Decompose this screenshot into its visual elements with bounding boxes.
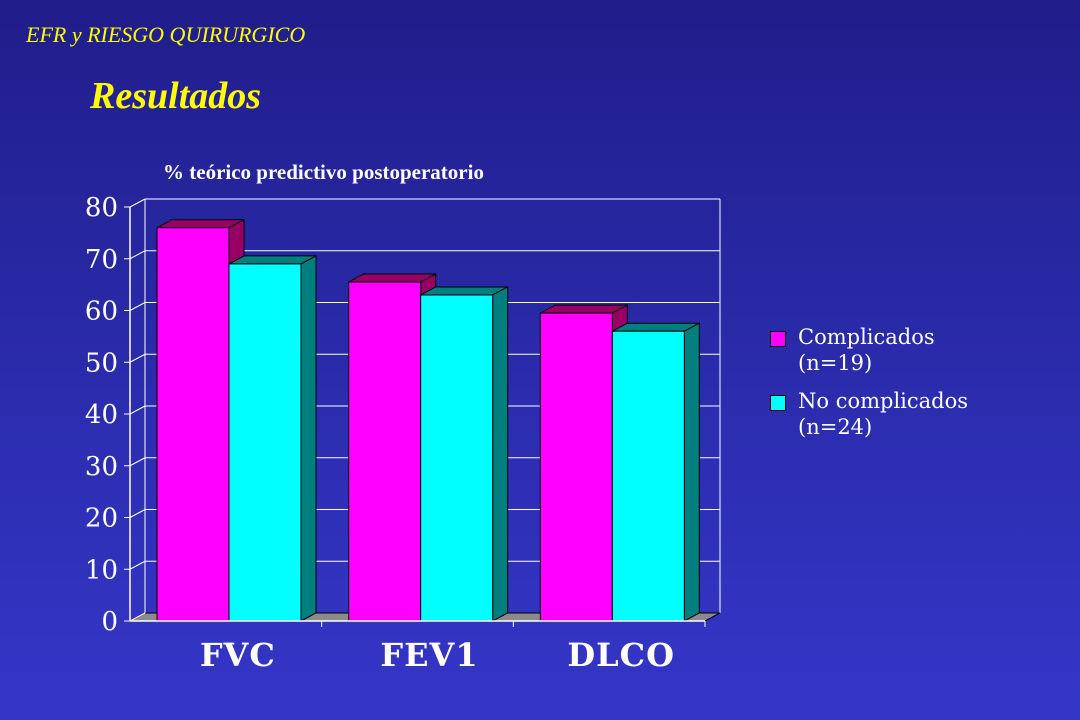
slide-header: EFR y RIESGO QUIRURGICO (26, 22, 306, 47)
x-category-label: DLCO (567, 636, 675, 674)
gridline-side (129, 405, 146, 415)
bar-side-no-complicados-fvc (300, 255, 317, 622)
bar-complicados-fvc (156, 227, 230, 622)
y-tick-label: 0 (101, 607, 118, 637)
chart-legend: Complicados (n=19) No complicados (n=24) (770, 324, 968, 452)
legend-label-no-complicados-n: (n=24) (798, 415, 873, 439)
legend-swatch-complicados (770, 331, 786, 347)
legend-item-complicados: Complicados (n=19) (770, 324, 968, 376)
x-category-label: FVC (200, 636, 276, 674)
bar-side-no-complicados-dlco (683, 322, 700, 622)
bar-side-no-complicados-fev1 (492, 286, 509, 622)
y-tick-label: 50 (85, 348, 118, 378)
y-tick-label: 60 (85, 297, 118, 327)
chart-title: % teórico predictivo postoperatorio (163, 160, 484, 184)
gridline-side (129, 560, 146, 570)
y-tick-label: 30 (85, 452, 118, 482)
legend-item-no-complicados: No complicados (n=24) (770, 388, 968, 440)
gridline-side (129, 198, 146, 208)
y-tick-label: 20 (85, 504, 118, 534)
legend-label-complicados-n: (n=19) (798, 351, 873, 375)
y-tick-label: 10 (85, 555, 118, 585)
legend-swatch-no-complicados (770, 395, 786, 411)
bar-no-complicados-fev1 (420, 294, 494, 622)
slide-title: Resultados (90, 75, 262, 117)
legend-label-no-complicados: No complicados (798, 389, 969, 413)
gridline-side (129, 302, 146, 311)
gridline-side (129, 250, 146, 260)
bar-no-complicados-fvc (228, 263, 302, 622)
gridline-side (129, 612, 146, 622)
x-category-label: FEV1 (380, 636, 478, 674)
bar-complicados-dlco (539, 312, 613, 622)
gridline-side (129, 457, 146, 467)
bar-complicados-fev1 (348, 281, 422, 622)
y-tick-label: 80 (85, 193, 118, 223)
gridline-side (129, 509, 146, 518)
gridline-side (129, 353, 146, 363)
y-tick-label: 40 (85, 400, 118, 430)
bar-no-complicados-dlco (611, 330, 685, 622)
legend-label-complicados: Complicados (798, 325, 935, 349)
y-tick-label: 70 (85, 245, 118, 275)
